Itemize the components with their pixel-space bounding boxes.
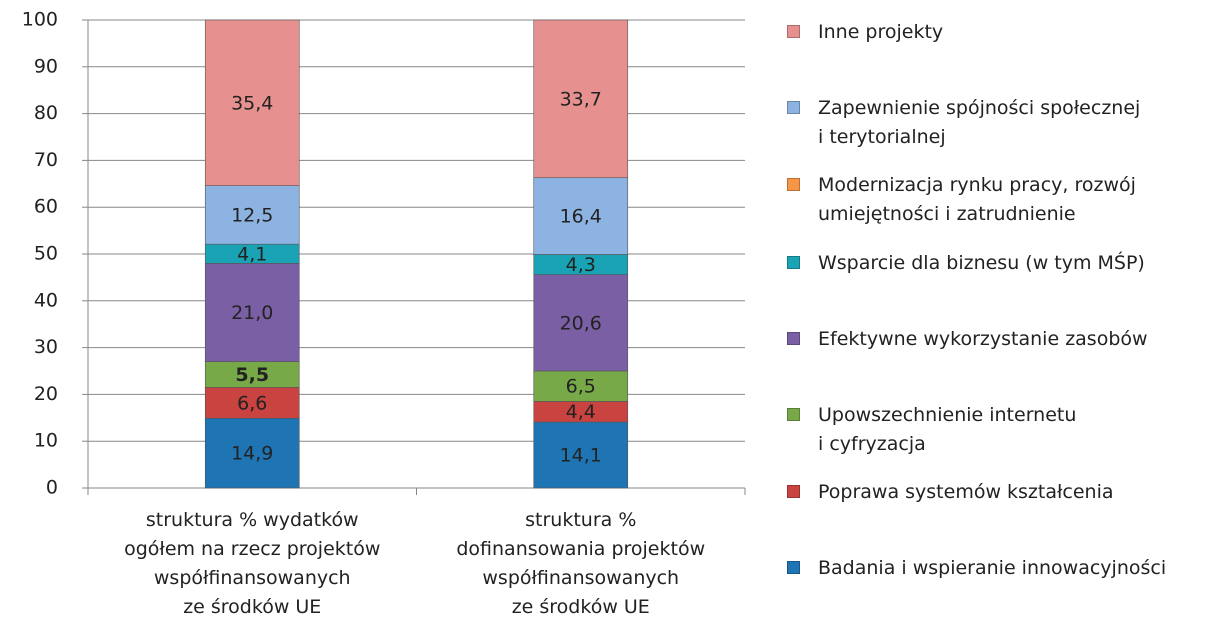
y-tick-label: 50 [34,243,58,265]
value-label: 12,5 [231,204,273,226]
y-tick-label: 30 [34,336,58,358]
bar-segment [533,421,629,489]
y-tick-label: 0 [46,477,58,499]
legend-label: Poprawa systemów kształcenia [818,481,1114,503]
y-tick-label: 60 [34,196,58,218]
value-label: 5,5 [235,364,269,386]
value-label: 33,7 [560,88,602,110]
value-label: 4,1 [237,243,267,265]
value-label: 14,9 [231,443,273,465]
legend-label: Badania i wspieranie innowacyjności [818,557,1167,579]
value-label: 4,3 [566,254,596,276]
value-label: 4,4 [566,401,596,423]
legend-label: Efektywne wykorzystanie zasobów [818,328,1148,350]
plot: 0 10 20 30 40 50 60 70 80 90 100 14,9 6,6 5,5 21,0 4,1 1… [22,9,746,499]
y-tick-label: 90 [34,55,58,77]
legend-swatch [787,561,800,574]
bar-segment [204,19,300,186]
legend-swatch [787,101,800,114]
y-tick-label: 70 [34,149,58,171]
bar-segment [204,387,300,419]
y-tick-label: 40 [34,289,58,311]
legend-swatch [787,25,800,38]
legend-label: Zapewnienie spójności społecznej i teryt… [818,97,1141,148]
value-label: 21,0 [231,302,273,324]
bar-segment [204,417,300,489]
x-tick-label: struktura % wydatków ogółem na rzecz pro… [124,509,381,618]
y-tick-label: 100 [22,9,58,31]
legend-swatch [787,485,800,498]
legend-label: Modernizacja rynku pracy, rozwój umiejęt… [818,174,1136,225]
legend-swatch [787,332,800,345]
bar-segment [533,177,629,255]
y-tick-label: 10 [34,430,58,452]
bar-segment [204,263,300,362]
value-label: 6,5 [566,376,596,398]
legend-swatch [787,408,800,421]
x-tick-label: struktura % dofinansowania projektów wsp… [456,509,706,618]
value-label: 6,6 [237,392,267,414]
value-label: 35,4 [231,92,273,114]
value-label: 20,6 [560,312,602,334]
legend-swatch [787,256,800,269]
bar-segment [533,370,629,402]
legend-swatch [787,178,800,191]
legend-label: Upowszechnienie internetu i cyfryzacja [818,404,1077,455]
y-tick-label: 80 [34,102,58,124]
value-label: 14,1 [560,445,602,467]
legend-label: Wsparcie dla biznesu (w tym MŚP) [818,252,1145,274]
y-tick-label: 20 [34,383,58,405]
value-label: 16,4 [560,206,602,228]
bar-segment [533,274,629,372]
legend-label: Inne projekty [818,21,944,43]
bar-segment [533,19,629,179]
